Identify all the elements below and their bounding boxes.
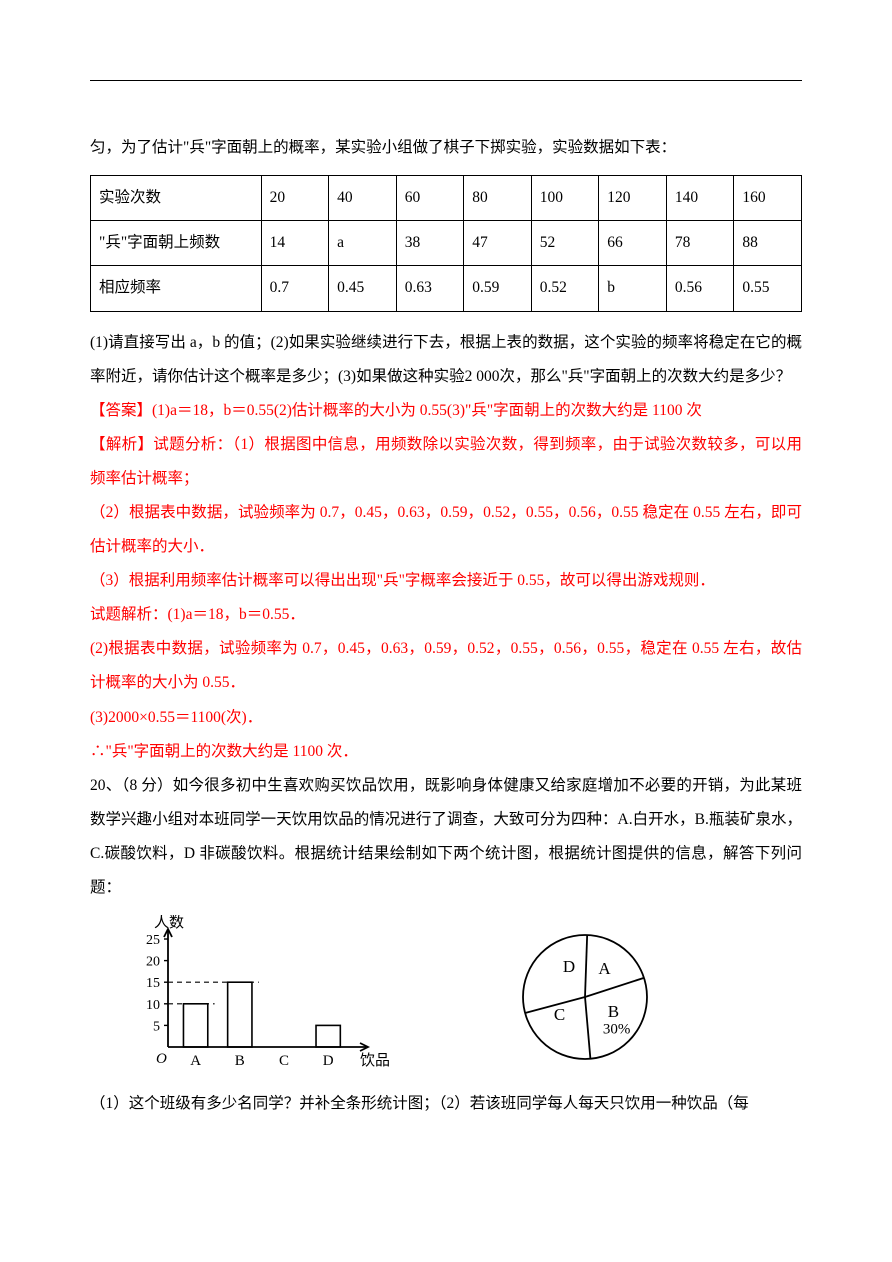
table-cell: 20 [261,176,329,221]
svg-text:30%: 30% [603,1022,631,1038]
solution-line-2: (2)根据表中数据，试验频率为 0.7，0.45，0.63，0.59，0.52，… [90,632,802,700]
svg-text:D: D [323,1053,334,1069]
analysis-line-1: 【解析】试题分析：（1）根据图中信息，用频数除以实验次数，得到频率，由于试验次数… [90,428,802,496]
table-cell: 100 [531,176,599,221]
table-cell: 0.7 [261,266,329,311]
table-cell: 120 [599,176,667,221]
table-row: 相应频率 0.7 0.45 0.63 0.59 0.52 b 0.56 0.55 [91,266,802,311]
svg-text:O: O [156,1051,167,1067]
table-row: 实验次数 20 40 60 80 100 120 140 160 [91,176,802,221]
svg-text:B: B [235,1053,245,1069]
row-header: "兵"字面朝上频数 [91,221,262,266]
table-cell: 0.63 [396,266,464,311]
solution-line-3: (3)2000×0.55＝1100(次)． [90,701,802,735]
question-20-sub: （1）这个班级有多少名同学？并补全条形统计图；（2）若该班同学每人每天只饮用一种… [90,1087,802,1121]
answer-text: (1)a＝18，b＝0.55(2)估计概率的大小为 0.55(3)"兵"字面朝上… [152,402,702,419]
table-cell: 0.52 [531,266,599,311]
table-cell: 0.45 [329,266,397,311]
table-cell: a [329,221,397,266]
svg-text:人数: 人数 [154,915,184,931]
svg-text:5: 5 [153,1020,160,1035]
table-cell: 52 [531,221,599,266]
analysis-text-1: 试题分析：（1）根据图中信息，用频数除以实验次数，得到频率，由于试验次数较多，可… [90,436,802,487]
solution-line-4: ∴"兵"字面朝上的次数大约是 1100 次． [90,735,802,769]
page-root: 匀，为了估计"兵"字面朝上的概率，某实验小组做了棋子下掷实验，实验数据如下表： … [0,0,892,1262]
table-cell: 0.59 [464,266,532,311]
table-cell: 78 [666,221,734,266]
analysis-line-3: （3）根据利用频率估计概率可以得出出现"兵"字概率会接近于 0.55，故可以得出… [90,564,802,598]
table-cell: 0.56 [666,266,734,311]
svg-text:D: D [563,957,575,976]
svg-text:A: A [190,1053,201,1069]
pie-chart: D A B30% C [500,915,670,1075]
charts-row: 人数510152025O饮品ABCD DAB30%C [120,915,802,1075]
table-cell: 40 [329,176,397,221]
table-cell: 38 [396,221,464,266]
intro-paragraph: 匀，为了估计"兵"字面朝上的概率，某实验小组做了棋子下掷实验，实验数据如下表： [90,131,802,165]
svg-text:10: 10 [146,998,160,1013]
svg-text:饮品: 饮品 [360,1052,390,1069]
svg-text:C: C [554,1005,565,1024]
question-1: (1)请直接写出 a，b 的值；(2)如果实验继续进行下去，根据上表的数据，这个… [90,326,802,394]
answer-label: 【答案】 [90,402,152,419]
analysis-label: 【解析】 [90,436,153,453]
table-row: "兵"字面朝上频数 14 a 38 47 52 66 78 88 [91,221,802,266]
solution-line-1: 试题解析：(1)a＝18，b＝0.55． [90,598,802,632]
table-cell: 14 [261,221,329,266]
row-header: 相应频率 [91,266,262,311]
bar-chart: 人数 5 10 15 20 25 O 饮品 A B C D [120,915,390,1075]
svg-text:20: 20 [146,955,160,970]
experiment-table: 实验次数 20 40 60 80 100 120 140 160 "兵"字面朝上… [90,175,802,311]
top-rule [90,80,802,81]
analysis-line-2: （2）根据表中数据，试验频率为 0.7，0.45，0.63，0.59，0.52，… [90,496,802,564]
answer-line: 【答案】(1)a＝18，b＝0.55(2)估计概率的大小为 0.55(3)"兵"… [90,394,802,428]
svg-text:C: C [279,1053,289,1069]
table-cell: 160 [734,176,802,221]
table-cell: 140 [666,176,734,221]
table-cell: 88 [734,221,802,266]
row-header: 实验次数 [91,176,262,221]
table-cell: 80 [464,176,532,221]
table-cell: 47 [464,221,532,266]
question-20: 20、（8 分）如今很多初中生喜欢购买饮品饮用，既影响身体健康又给家庭增加不必要… [90,769,802,905]
svg-text:25: 25 [146,933,160,948]
table-cell: b [599,266,667,311]
table-cell: 60 [396,176,464,221]
table-cell: 66 [599,221,667,266]
svg-text:15: 15 [146,976,160,991]
table-cell: 0.55 [734,266,802,311]
svg-text:A: A [598,959,611,978]
svg-text:B: B [608,1002,619,1021]
